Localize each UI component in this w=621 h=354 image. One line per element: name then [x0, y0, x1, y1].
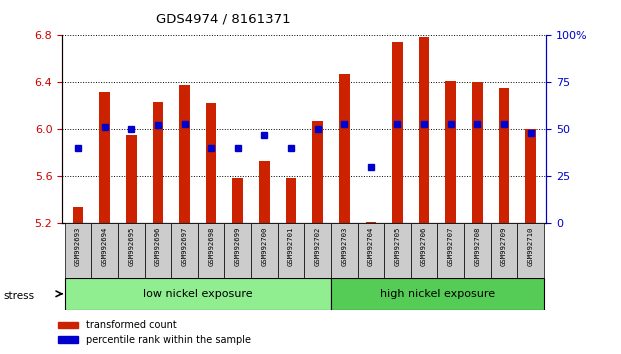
Bar	[419, 36, 429, 223]
Text: GSM992701: GSM992701	[288, 227, 294, 266]
Bar	[206, 103, 217, 223]
Text: GSM992706: GSM992706	[421, 227, 427, 266]
Text: GSM992694: GSM992694	[102, 227, 107, 266]
Bar	[525, 129, 536, 223]
Bar	[445, 81, 456, 223]
Bar	[171, 223, 198, 278]
Text: GSM992710: GSM992710	[527, 227, 533, 266]
Text: GSM992699: GSM992699	[235, 227, 241, 266]
Text: GSM992698: GSM992698	[208, 227, 214, 266]
Text: GSM992709: GSM992709	[501, 227, 507, 266]
Text: GSM992696: GSM992696	[155, 227, 161, 266]
Bar	[410, 223, 437, 278]
Text: GSM992697: GSM992697	[181, 227, 188, 266]
Bar	[65, 278, 331, 310]
Bar	[179, 85, 190, 223]
Text: low nickel exposure: low nickel exposure	[143, 289, 253, 299]
Bar	[198, 223, 224, 278]
Bar	[517, 223, 544, 278]
Bar	[65, 223, 91, 278]
Bar	[224, 223, 251, 278]
Bar	[126, 135, 137, 223]
Bar	[464, 223, 491, 278]
Text: high nickel exposure: high nickel exposure	[380, 289, 495, 299]
Bar	[153, 102, 163, 223]
Text: GSM992704: GSM992704	[368, 227, 374, 266]
Bar	[339, 74, 350, 223]
Bar	[99, 92, 110, 223]
Bar	[437, 223, 464, 278]
Bar	[366, 222, 376, 223]
Bar	[278, 223, 304, 278]
Bar	[358, 223, 384, 278]
Bar	[491, 223, 517, 278]
Bar	[392, 42, 403, 223]
Bar	[499, 88, 509, 223]
Text: GSM992708: GSM992708	[474, 227, 480, 266]
Text: GSM992705: GSM992705	[394, 227, 401, 266]
Bar	[304, 223, 331, 278]
Text: GSM992702: GSM992702	[315, 227, 320, 266]
Text: stress: stress	[3, 291, 34, 301]
Bar	[251, 223, 278, 278]
Bar	[145, 223, 171, 278]
Bar	[73, 207, 83, 223]
Bar	[331, 278, 544, 310]
Bar	[384, 223, 410, 278]
Bar	[91, 223, 118, 278]
Text: GSM992707: GSM992707	[448, 227, 454, 266]
Legend: transformed count, percentile rank within the sample: transformed count, percentile rank withi…	[55, 316, 255, 349]
Bar	[331, 223, 358, 278]
Bar	[259, 161, 270, 223]
Bar	[312, 121, 323, 223]
Text: GSM992695: GSM992695	[129, 227, 134, 266]
Bar	[232, 178, 243, 223]
Bar	[118, 223, 145, 278]
Bar	[286, 178, 296, 223]
Bar	[472, 82, 483, 223]
Text: GSM992703: GSM992703	[341, 227, 347, 266]
Text: GSM992693: GSM992693	[75, 227, 81, 266]
Text: GDS4974 / 8161371: GDS4974 / 8161371	[156, 12, 291, 25]
Text: GSM992700: GSM992700	[261, 227, 268, 266]
